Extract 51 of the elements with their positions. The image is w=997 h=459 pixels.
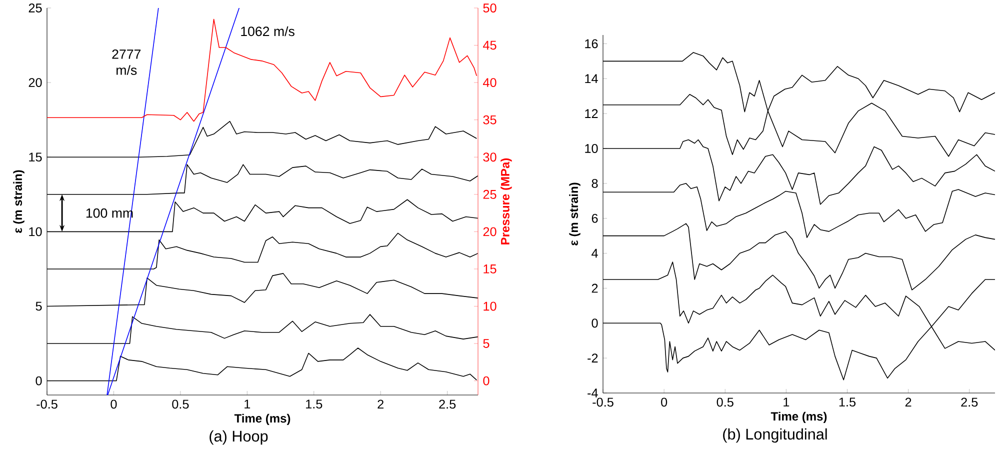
- x-tick-label: 2: [905, 398, 912, 407]
- y2-tick-label: 45: [483, 40, 496, 50]
- series-label: 1062 m/s: [241, 26, 294, 36]
- y-tick-label: 10: [29, 227, 42, 236]
- y-tick-label: 0: [36, 376, 42, 386]
- y-tick-label: -2: [588, 354, 598, 362]
- x-tick-label: 0: [110, 400, 117, 409]
- series-label: 2777 m/s: [112, 49, 141, 75]
- y-tick-label: 20: [28, 78, 42, 88]
- y-tick-label: 12: [585, 109, 598, 118]
- y2-axis-title: Pressure (MPa): [500, 158, 512, 244]
- y2-tick-label: 15: [484, 264, 496, 274]
- y-axis-title: ε (m strain): [569, 182, 580, 246]
- y2-tick-label: 20: [483, 227, 496, 236]
- y-tick-label: 25: [28, 4, 42, 12]
- x-tick-label: 0.5: [716, 398, 734, 407]
- x-tick-label: -0.5: [592, 398, 614, 407]
- y2-tick-label: 0: [483, 376, 490, 386]
- y-tick-label: 8: [592, 178, 598, 188]
- y2-tick-label: 30: [483, 152, 496, 162]
- x-tick-label: -0.5: [36, 400, 58, 409]
- x-axis-title: Time (ms): [234, 414, 290, 426]
- x-tick-label: 2: [378, 400, 384, 409]
- x-tick-label: 1.5: [839, 398, 856, 407]
- x-tick-label: 1: [244, 400, 250, 408]
- y2-tick-label: 25: [483, 190, 496, 199]
- y-tick-label: 0: [592, 318, 598, 328]
- y-tick-label: 5: [36, 302, 42, 311]
- y-tick-label: 15: [29, 152, 42, 162]
- x-tick-label: 2.5: [439, 400, 456, 409]
- x-tick-label: 1.5: [306, 400, 322, 409]
- y-tick-label: 14: [585, 74, 598, 84]
- y-tick-label: 4: [592, 248, 598, 258]
- x-axis-title: Time (ms): [770, 412, 827, 424]
- y-tick-label: 16: [585, 39, 598, 48]
- text: (b) Longitudinal: [723, 428, 827, 443]
- y2-tick-label: 10: [484, 302, 496, 311]
- y2-tick-label: 40: [483, 78, 496, 88]
- y2-tick-label: 35: [483, 115, 496, 124]
- y-tick-label: 2: [592, 284, 598, 293]
- x-tick-label: 0: [661, 398, 668, 407]
- x-tick-label: 0.5: [172, 400, 189, 409]
- y-axis-title: ε (m strain): [13, 170, 24, 233]
- text: (a) Hoop: [210, 430, 268, 445]
- y-tick-label: 6: [592, 214, 598, 223]
- x-tick-label: 2.5: [961, 398, 978, 407]
- y-tick-label: 10: [585, 144, 598, 153]
- y2-tick-label: 50: [483, 4, 496, 12]
- x-tick-label: 1: [784, 398, 790, 406]
- y-tick-label: -4: [588, 388, 598, 398]
- y2-tick-label: 5: [483, 339, 490, 348]
